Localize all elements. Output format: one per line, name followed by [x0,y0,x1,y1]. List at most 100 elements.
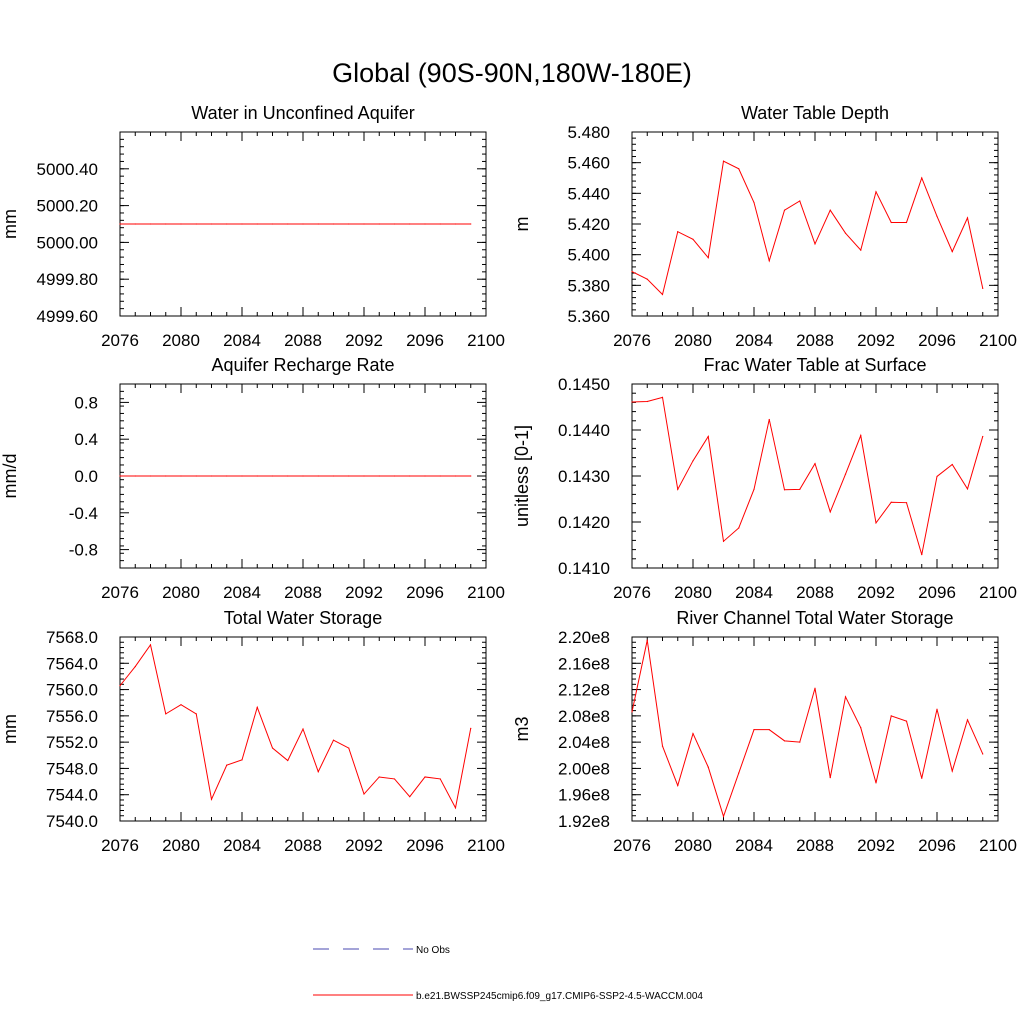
panel-3-data-point [165,475,167,477]
panel-1-data-point [317,223,319,225]
panel-3-data-point [302,475,304,477]
panel-1-ytick-label: 5000.00 [37,233,98,252]
panel-5-data-point [348,747,350,749]
panel-5-ytick-label: 7556.0 [46,707,98,726]
panel-2-ytick-label: 5.480 [567,123,610,142]
panel-3-data-point [287,475,289,477]
panel-6-data-point [692,733,694,735]
panel-1-data-point [393,223,396,225]
panel-3-data-point [149,475,152,477]
panel-5-data-point [287,759,289,762]
panel-1-data-point [149,223,152,225]
panel-4-data-point [966,488,969,490]
panel-6-xtick-label: 2100 [979,836,1017,855]
panel-6-data-point [890,715,892,717]
panel-4-data-point [738,527,740,529]
panel-2-ytick-label: 5.460 [567,154,610,173]
panel-1-data-point [226,223,228,225]
panel-6-frame [631,636,999,822]
panel-4-xtick-label: 2100 [979,583,1017,602]
panel-5-data-point [454,807,457,809]
panel-1-data-point [241,223,243,225]
panel-5-data-point [271,747,274,749]
panel-6-xtick-label: 2076 [613,836,651,855]
panel-6-ytick-label: 2.08e8 [558,707,610,726]
panel-1: Water in Unconfined Aquifer mm 2076 2080 208… [0,103,505,350]
panel-5-xtick-label: 2088 [284,836,322,855]
panel-5-data-point [378,776,380,778]
panel-5-ytick-label: 7548.0 [46,759,98,778]
panel-3-ytick-label: 0.8 [74,393,98,412]
panel-4-series-line [631,396,984,555]
panel-3-data-point [119,475,121,477]
panel-5-data-point [409,796,411,798]
panel-1-title: Water in Unconfined Aquifer [191,103,414,123]
panel-5-xtick-label: 2100 [467,836,505,855]
panel-6-data-point [982,753,984,755]
panel-1-data-point [271,223,274,225]
panel-2-data-point [661,293,664,296]
panel-6-data-point [738,772,740,774]
panel-6-xtick-label: 2084 [735,836,773,855]
panel-4-data-point [814,462,816,465]
panel-1-data-point [180,223,182,225]
panel-3-data-point [226,475,228,477]
panel-2-data-point [707,257,709,259]
panel-6-data-point [936,708,938,710]
panel-2-data-point [692,238,694,240]
panel-2-data-point [829,209,831,211]
panel-5-data-point [317,771,319,773]
panel-2-data-point [966,217,969,219]
panel-5-ytick-label: 7560.0 [46,681,98,700]
panel-3-data-point [439,475,441,477]
panel-2-xtick-label: 2092 [857,331,895,350]
panel-3-data-point [210,475,213,477]
panel-1-xtick-label: 2080 [162,331,200,350]
panel-4-data-point [875,522,877,524]
panel-2-data-point [783,209,786,211]
panel-4-ylabel: unitless [0-1] [512,425,532,527]
legend-model-label: b.e21.BWSSP245cmip6.f09_g17.CMIP6-SSP2-4… [416,991,703,1002]
panel-2-data-point [860,249,862,251]
panel-5-xtick-label: 2092 [345,836,383,855]
panel-4-data-point [890,501,892,503]
panel-1-ytick-label: 5000.40 [37,160,98,179]
panel-5-ytick-label: 7544.0 [46,786,98,805]
panel-2-ytick-label: 5.400 [567,246,610,265]
panel-4-data-point [753,488,755,490]
panel-6-ytick-label: 1.92e8 [558,812,610,831]
panel-3-data-point [195,475,197,477]
panel-2-data-point [982,287,984,289]
panel-1-data-point [256,223,258,225]
panel-2-data-point [768,260,770,262]
panel-2-data-point [921,177,923,179]
panel-5-data-point [393,778,396,780]
panel-5-data-point [149,644,152,646]
panel-6-data-point [860,727,862,729]
panel-2-series-line [631,160,984,296]
panel-1-data-point [287,223,289,225]
panel-1-data-point [165,223,167,225]
panel-6-ytick-label: 1.96e8 [558,786,610,805]
panel-4-ytick-label: 0.1440 [558,421,610,440]
panel-3-data-point [134,475,136,477]
panel-5-data-point [302,728,304,730]
panel-1-data-point [210,223,213,225]
panel-6-series-line [631,640,984,818]
panel-3: Aquifer Recharge Rate mm/d 2076 2080 2084 208… [0,355,505,602]
panel-6-ytick-label: 2.00e8 [558,759,610,778]
panel-2-data-point [738,168,740,170]
panel-4-data-point [844,473,847,475]
panel-1-xtick-label: 2096 [406,331,444,350]
panel-6-data-point [783,740,786,742]
panel-2: Water Table Depth m 2076 2080 2084 2088 2092 20… [512,103,1017,350]
panel-2-xtick-label: 2080 [674,331,712,350]
panel-1-ylabel: mm [0,209,20,239]
panel-6-data-point [631,711,633,713]
panel-6-xtick-label: 2088 [796,836,834,855]
panel-3-ytick-label: -0.4 [69,504,98,523]
panel-6-ytick-label: 2.04e8 [558,733,610,752]
panel-1-xtick-label: 2076 [101,331,139,350]
panel-2-xtick-label: 2084 [735,331,773,350]
